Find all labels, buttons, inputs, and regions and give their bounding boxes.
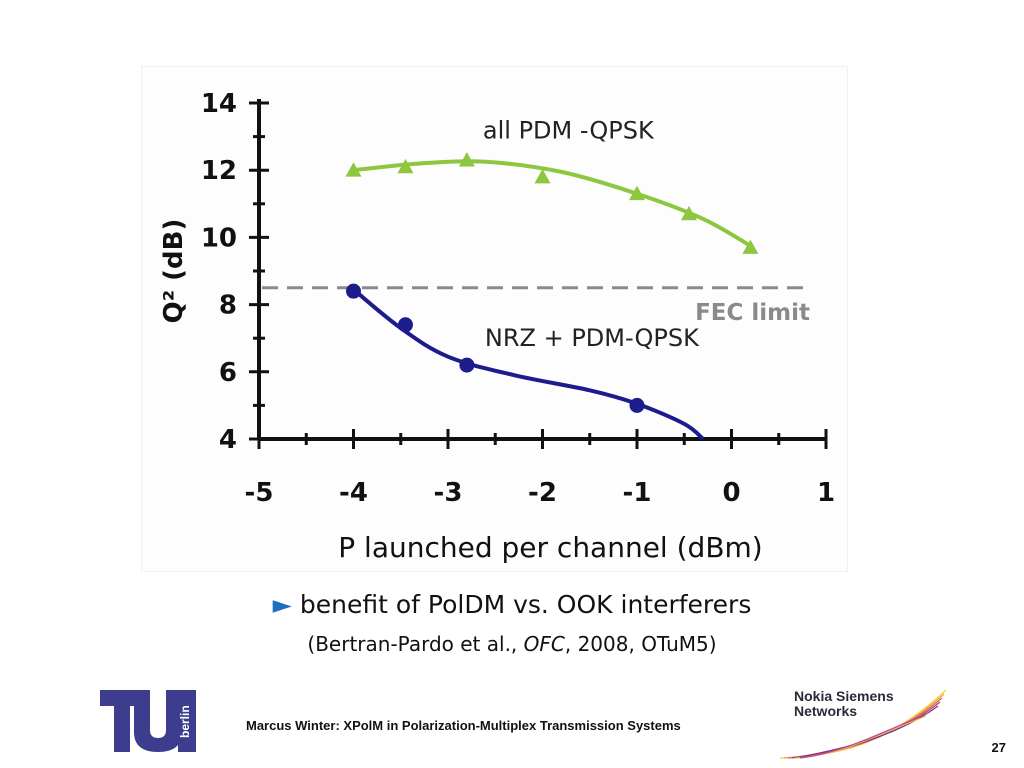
x-tick-label: 1 xyxy=(817,478,835,508)
marker-circle-nrz-pdm-qpsk xyxy=(397,317,413,333)
marker-triangle-all-pdm-qpsk xyxy=(629,185,645,201)
caption-main: ► benefit of PolDM vs. OOK interferers xyxy=(0,590,1024,619)
y-tick-label: 12 xyxy=(201,156,237,186)
marker-triangle-all-pdm-qpsk xyxy=(742,239,759,254)
page-number: 27 xyxy=(991,740,1006,755)
caption-citation: (Bertran-Pardo et al., OFC, 2008, OTuM5) xyxy=(0,632,1024,656)
nokia-siemens-networks-logo xyxy=(779,689,947,759)
x-axis-label: P launched per channel (dBm) xyxy=(338,531,762,564)
y-tick-label: 8 xyxy=(219,291,237,321)
x-tick-label: -3 xyxy=(434,478,463,508)
tu-berlin-logo: berlin xyxy=(100,690,196,752)
y-tick-label: 6 xyxy=(219,358,237,388)
x-tick-label: 0 xyxy=(722,478,740,508)
marker-triangle-all-pdm-qpsk xyxy=(345,162,362,177)
nsn-logo-text: Nokia Siemens Networks xyxy=(794,689,894,719)
marker-triangle-all-pdm-qpsk xyxy=(534,168,551,184)
nsn-logo-line2: Networks xyxy=(794,703,858,719)
chart-svg: 4 6 8 10 12 14 -5 -4 -3 -2 -1 0 1 P launched per chan… xyxy=(159,89,835,564)
marker-triangle-all-pdm-qpsk xyxy=(458,152,475,167)
caption-main-text: benefit of PolDM vs. OOK interferers xyxy=(299,590,752,619)
y-axis-label: Q² (dB) xyxy=(159,219,189,324)
series-label-nrz-pdm-qpsk: NRZ + PDM-QPSK xyxy=(485,324,700,352)
bullet-arrow-icon: ► xyxy=(272,590,292,619)
marker-triangle-all-pdm-qpsk xyxy=(680,205,697,221)
citation-suffix: , 2008, OTuM5) xyxy=(564,632,717,656)
x-tick-label: -1 xyxy=(623,478,652,508)
footer-author-title: Marcus Winter: XPolM in Polarization-Mul… xyxy=(246,718,681,733)
x-tick-label: -4 xyxy=(339,478,368,508)
citation-venue: OFC xyxy=(523,632,565,656)
x-tick-label: -2 xyxy=(528,478,557,508)
fec-limit-label: FEC limit xyxy=(695,300,810,326)
marker-circle-nrz-pdm-qpsk xyxy=(346,283,361,299)
x-tick-label: -5 xyxy=(245,478,274,508)
y-tick-label: 14 xyxy=(201,89,237,119)
series-line-all-pdm-qpsk xyxy=(353,159,752,248)
marker-circle-nrz-pdm-qpsk xyxy=(629,397,645,413)
marker-triangle-all-pdm-qpsk xyxy=(397,158,414,174)
series-label-all-pdm-qpsk: all PDM -QPSK xyxy=(483,116,655,144)
y-tick-label: 4 xyxy=(219,425,237,455)
citation-prefix: (Bertran-Pardo et al., xyxy=(307,632,524,656)
series-line-nrz-pdm-qpsk xyxy=(352,287,705,441)
marker-circle-nrz-pdm-qpsk xyxy=(459,357,475,373)
y-tick-label: 10 xyxy=(201,223,237,253)
nsn-logo-line1: Nokia Siemens xyxy=(794,688,894,704)
tu-logo-text: berlin xyxy=(178,705,192,738)
chart-figure: 4 6 8 10 12 14 -5 -4 -3 -2 -1 0 1 P launched per chan… xyxy=(141,66,848,572)
